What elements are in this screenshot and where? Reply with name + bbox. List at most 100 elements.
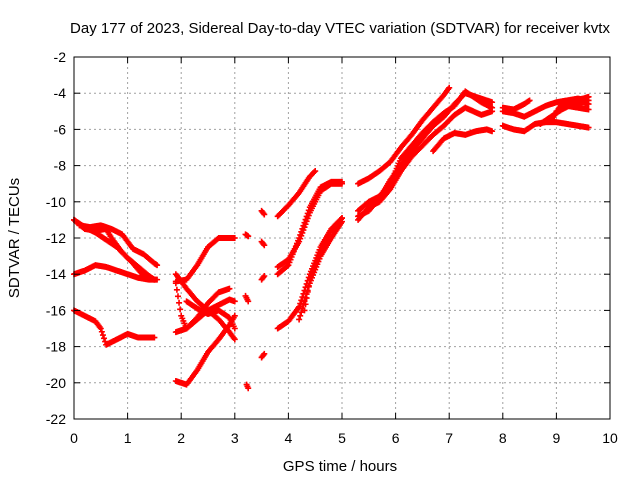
data-point: [300, 301, 307, 308]
data-point: [585, 124, 592, 131]
data-point: [339, 218, 345, 225]
series-arc-j: [172, 312, 238, 388]
data-point: [245, 298, 252, 305]
data-point: [296, 235, 303, 241]
data-point: [304, 210, 311, 217]
series-arc-ab: [355, 88, 496, 214]
data-point: [303, 213, 310, 220]
data-point: [585, 101, 592, 108]
y-tick-label: -8: [54, 158, 67, 174]
x-tick-label: 2: [177, 430, 185, 446]
data-point: [151, 334, 158, 341]
series-arc-o: [258, 207, 268, 218]
data-point: [261, 350, 268, 357]
x-tick-label: 5: [338, 430, 346, 446]
x-tick-label: 7: [445, 430, 453, 446]
x-tick-label: 4: [285, 430, 293, 446]
data-points: [71, 84, 592, 392]
series-arc-x: [296, 218, 345, 323]
series-arc-y: [355, 84, 453, 187]
data-point: [97, 325, 104, 332]
series-arc-ac: [430, 126, 496, 155]
y-tick-label: -18: [46, 339, 66, 355]
data-point: [305, 207, 312, 214]
data-point: [311, 169, 318, 176]
data-point: [585, 93, 592, 100]
data-point: [261, 242, 268, 249]
y-tick-label: -2: [54, 49, 67, 65]
x-tick-label: 8: [499, 430, 507, 446]
data-point: [154, 262, 161, 269]
y-tick-label: -14: [46, 266, 66, 282]
y-tick-label: -10: [46, 194, 66, 210]
data-point: [304, 287, 311, 294]
series-arc-ae: [499, 97, 533, 113]
data-point: [301, 298, 308, 305]
data-point: [231, 298, 238, 305]
data-point: [261, 211, 268, 218]
series-arc-ah: [553, 102, 592, 115]
data-point: [154, 276, 161, 283]
series-arc-m: [242, 292, 252, 305]
series-arc-s: [274, 168, 319, 220]
series-arc-i: [172, 235, 238, 285]
data-point: [526, 97, 533, 104]
series-arc-ai: [499, 119, 592, 135]
data-point: [231, 235, 238, 241]
series-arc-p: [258, 238, 268, 249]
data-point: [174, 293, 181, 300]
data-point: [298, 297, 305, 304]
x-tick-label: 1: [124, 430, 132, 446]
series-arc-h: [172, 280, 233, 332]
series-arc-r: [258, 350, 268, 361]
data-point: [101, 335, 108, 342]
series-arc-u: [274, 178, 345, 278]
data-point: [226, 285, 233, 292]
data-point: [176, 299, 183, 306]
data-point: [300, 222, 307, 229]
x-tick-label: 6: [392, 430, 400, 446]
data-point: [296, 303, 303, 310]
x-axis-label: GPS time / hours: [283, 458, 397, 475]
data-point: [489, 104, 496, 111]
data-point: [231, 312, 238, 319]
x-tick-label: 9: [553, 430, 561, 446]
data-point: [302, 294, 309, 301]
data-point: [177, 306, 184, 313]
data-point: [99, 332, 106, 339]
data-point: [489, 128, 496, 135]
y-tick-label: -12: [46, 230, 66, 246]
data-point: [446, 84, 453, 91]
grid-lines: [74, 57, 610, 419]
y-axis-ticks: -2 -4 -6 -8 -10 -12 -14 -16 -18 -20 -22: [46, 49, 610, 427]
x-tick-label: 3: [231, 430, 239, 446]
data-point: [489, 99, 496, 106]
data-point: [298, 228, 305, 235]
y-tick-label: -16: [46, 302, 66, 318]
data-point: [585, 106, 592, 113]
data-point: [305, 283, 312, 290]
data-point: [301, 219, 308, 226]
series-arc-d: [71, 262, 161, 283]
data-point: [284, 263, 291, 270]
data-point: [231, 336, 238, 343]
series-arc-l: [242, 231, 252, 240]
chart-title: Day 177 of 2023, Sidereal Day-to-day VTE…: [70, 20, 610, 37]
data-point: [296, 316, 303, 323]
series-arc-k: [183, 298, 238, 332]
x-tick-label: 10: [602, 430, 618, 446]
series-arc-n: [243, 381, 252, 392]
data-point: [261, 273, 268, 280]
data-point: [299, 225, 306, 232]
series-arc-q: [258, 273, 268, 283]
data-point: [297, 312, 304, 319]
y-tick-label: -22: [46, 411, 66, 427]
y-tick-label: -20: [46, 375, 66, 391]
y-axis-label: SDTVAR / TECUs: [6, 178, 23, 298]
data-point: [245, 233, 252, 240]
data-point: [302, 216, 309, 223]
data-point: [299, 305, 306, 312]
y-tick-label: -6: [54, 121, 67, 137]
data-point: [231, 325, 238, 332]
